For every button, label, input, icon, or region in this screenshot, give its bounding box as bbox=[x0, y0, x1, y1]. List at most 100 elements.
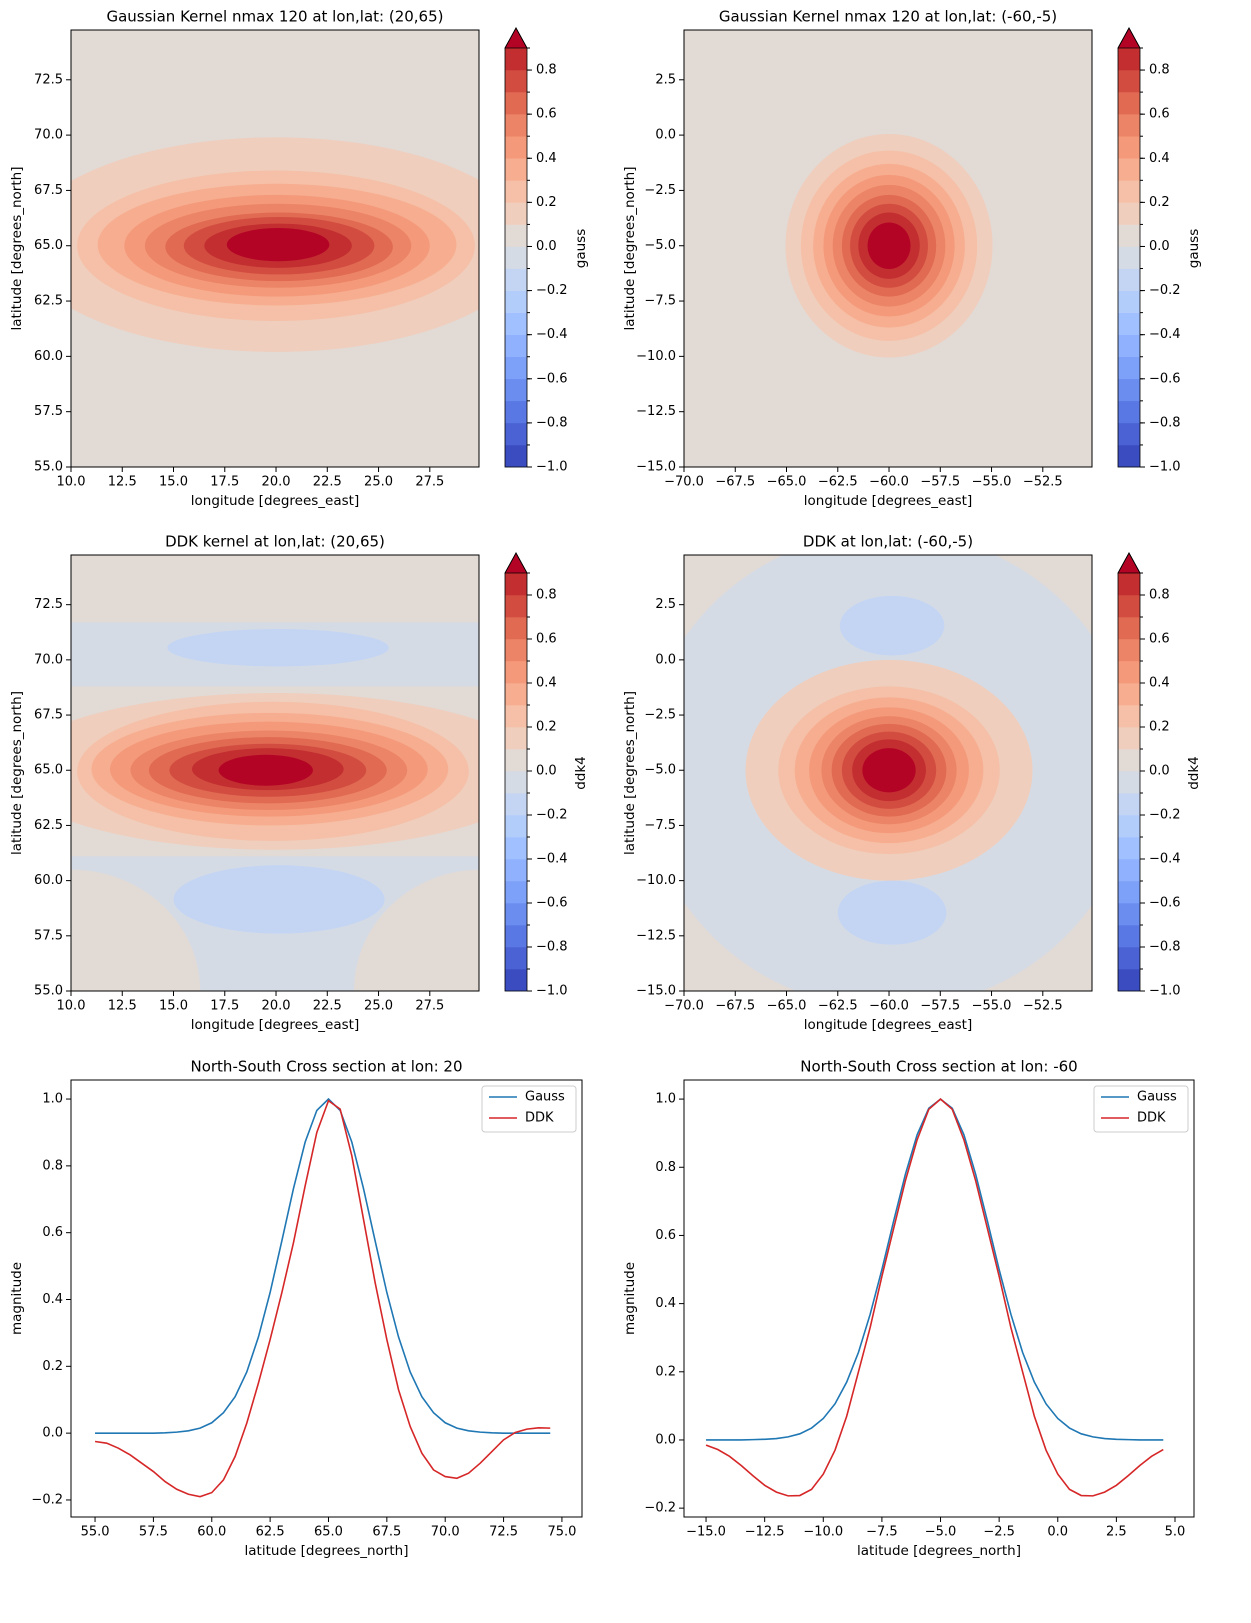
x-axis-label: longitude [degrees_east] bbox=[191, 1017, 359, 1033]
x-tick-label: −65.0 bbox=[767, 999, 807, 1014]
x-tick-label: 12.5 bbox=[108, 999, 137, 1014]
legend-label: DDK bbox=[1137, 1111, 1166, 1126]
legend-label: DDK bbox=[525, 1111, 554, 1126]
axes-frame bbox=[683, 554, 1093, 992]
chart-title: DDK at lon,lat: (-60,-5) bbox=[803, 533, 973, 551]
y-tick-label: 55.0 bbox=[34, 460, 63, 475]
colorbar-band bbox=[1118, 268, 1140, 291]
x-tick-label: 22.5 bbox=[313, 999, 342, 1014]
colorbar-band bbox=[1118, 48, 1140, 71]
series-line bbox=[94, 1099, 551, 1498]
colorbar-band bbox=[505, 661, 527, 684]
y-tick-label: −12.5 bbox=[636, 928, 676, 943]
x-tick-label: 72.5 bbox=[489, 1525, 518, 1540]
y-tick-label: −10.0 bbox=[636, 873, 676, 888]
x-axis-label: longitude [degrees_east] bbox=[804, 493, 972, 509]
x-tick-label: −55.0 bbox=[972, 475, 1012, 490]
x-tick-label: 67.5 bbox=[372, 1525, 401, 1540]
axes-frame bbox=[683, 1079, 1195, 1518]
series-line bbox=[95, 1097, 551, 1434]
x-axis-label: latitude [degrees_north] bbox=[857, 1543, 1021, 1559]
colorbar-tick-label: −0.4 bbox=[536, 327, 568, 342]
y-tick-label: 0.0 bbox=[655, 1432, 676, 1447]
y-tick-label: −2.5 bbox=[644, 708, 676, 723]
colorbar-band bbox=[505, 136, 527, 159]
colorbar-band bbox=[1118, 158, 1140, 181]
colorbar-band bbox=[1118, 92, 1140, 115]
colorbar-label: ddk4 bbox=[1186, 756, 1202, 790]
colorbar-band bbox=[1118, 595, 1140, 618]
colorbar-tick-label: 0.2 bbox=[1149, 195, 1170, 210]
colorbar-tick-label: 0.2 bbox=[1149, 720, 1170, 735]
colorbar-band bbox=[505, 705, 527, 728]
colorbar-band bbox=[1118, 422, 1140, 446]
colorbar-extend bbox=[504, 27, 528, 49]
y-tick-label: 0.2 bbox=[42, 1359, 63, 1374]
colorbar-tick-label: −0.2 bbox=[1149, 283, 1181, 298]
contour-region bbox=[71, 869, 201, 991]
y-tick-label: −5.0 bbox=[644, 238, 676, 253]
contour-region bbox=[218, 754, 313, 786]
colorbar-tick-label: −0.4 bbox=[1149, 852, 1181, 867]
colorbar-tick-label: −0.8 bbox=[1149, 415, 1181, 430]
colorbar-band bbox=[1118, 793, 1140, 816]
contour-region bbox=[71, 555, 479, 623]
contour-region bbox=[173, 865, 385, 934]
y-tick-label: 1.0 bbox=[42, 1092, 63, 1107]
colorbar-band bbox=[1118, 290, 1140, 313]
x-tick-label: 27.5 bbox=[415, 999, 444, 1014]
y-tick-label: −12.5 bbox=[636, 404, 676, 419]
y-tick-label: 0.4 bbox=[655, 1296, 676, 1311]
colorbar-band bbox=[1118, 312, 1140, 335]
colorbar-tick-label: −1.0 bbox=[536, 984, 568, 999]
colorbar-tick-label: 0.0 bbox=[1149, 764, 1170, 779]
contour-region bbox=[837, 880, 947, 945]
y-tick-label: −2.5 bbox=[644, 183, 676, 198]
x-tick-label: −55.0 bbox=[972, 999, 1012, 1014]
y-tick-label: −10.0 bbox=[636, 349, 676, 364]
x-tick-label: 25.0 bbox=[364, 475, 393, 490]
colorbar-band bbox=[505, 793, 527, 816]
colorbar-band bbox=[505, 180, 527, 203]
colorbar-band bbox=[1118, 705, 1140, 728]
x-tick-label: 27.5 bbox=[415, 475, 444, 490]
y-tick-label: 67.5 bbox=[34, 708, 63, 723]
y-tick-label: 0.0 bbox=[655, 652, 676, 667]
y-tick-label: 72.5 bbox=[34, 597, 63, 612]
colorbar-band bbox=[505, 158, 527, 181]
y-tick-label: 60.0 bbox=[34, 349, 63, 364]
axes-frame bbox=[70, 29, 480, 468]
x-tick-label: 65.0 bbox=[314, 1525, 343, 1540]
colorbar-band bbox=[1118, 378, 1140, 402]
colorbar-tick-label: −0.6 bbox=[536, 896, 568, 911]
x-tick-label: 17.5 bbox=[210, 999, 239, 1014]
x-tick-label: −57.5 bbox=[920, 999, 960, 1014]
x-tick-label: −70.0 bbox=[664, 475, 704, 490]
x-tick-label: −15.0 bbox=[686, 1525, 726, 1540]
y-tick-label: 65.0 bbox=[34, 238, 63, 253]
colorbar-tick-label: 0.6 bbox=[1149, 107, 1170, 122]
colorbar-band bbox=[505, 334, 527, 358]
colorbar-band bbox=[505, 400, 527, 424]
x-tick-label: −5.0 bbox=[925, 1525, 957, 1540]
y-tick-label: 57.5 bbox=[34, 404, 63, 419]
colorbar-band bbox=[505, 639, 527, 662]
chart-title: DDK kernel at lon,lat: (20,65) bbox=[165, 533, 385, 551]
axes-frame bbox=[70, 554, 480, 992]
colorbar-band bbox=[1118, 925, 1140, 948]
legend-label: Gauss bbox=[1137, 1090, 1177, 1105]
contour-field bbox=[71, 30, 479, 467]
colorbar-band bbox=[505, 444, 527, 468]
colorbar-tick-label: −0.8 bbox=[536, 940, 568, 955]
colorbar-extend bbox=[1117, 552, 1141, 574]
colorbar-band bbox=[1118, 617, 1140, 640]
y-axis-label: latitude [degrees_north] bbox=[9, 691, 25, 855]
colorbar-band bbox=[1118, 661, 1140, 684]
y-axis-label: latitude [degrees_north] bbox=[9, 167, 25, 331]
colorbar-band bbox=[1118, 859, 1140, 882]
y-tick-label: 55.0 bbox=[34, 984, 63, 999]
colorbar-tick-label: 0.4 bbox=[1149, 151, 1170, 166]
y-tick-label: 70.0 bbox=[34, 652, 63, 667]
colorbar-tick-label: 0.6 bbox=[1149, 632, 1170, 647]
colorbar-tick-label: 0.4 bbox=[536, 676, 557, 691]
